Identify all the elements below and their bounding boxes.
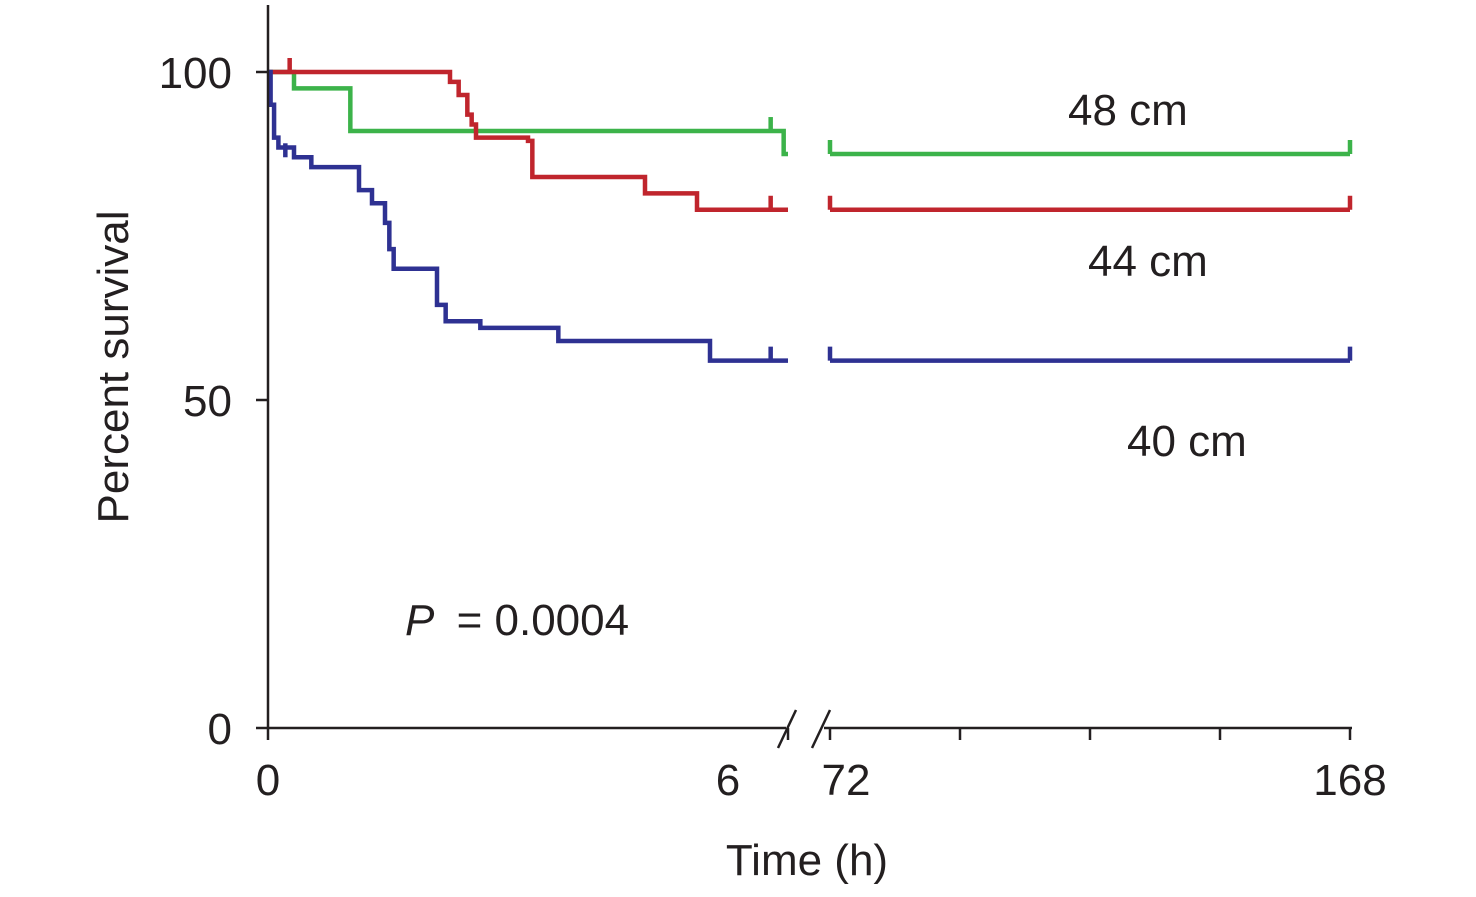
ticks-layer: 0 50 100 0 6 72 168 [159, 49, 1387, 805]
axes-layer [266, 5, 1352, 749]
x-tick-label-6: 6 [716, 756, 740, 805]
x-tick-label-72: 72 [822, 756, 871, 805]
x-axis-title: Time (h) [726, 836, 888, 885]
series-label-48cm: 48 cm [1068, 86, 1188, 135]
km-curve-44cm-early [268, 69, 788, 213]
series-layer [268, 58, 1353, 363]
km-curve-40cm-early [268, 69, 788, 363]
p-value-symbol: P [405, 596, 435, 645]
y-axis-title: Percent survival [89, 210, 138, 523]
y-tick-label-0: 0 [208, 705, 232, 754]
y-tick-label-100: 100 [159, 49, 232, 98]
series-label-40cm: 40 cm [1127, 417, 1247, 466]
x-tick-label-168: 168 [1313, 756, 1386, 805]
y-tick-label-50: 50 [183, 377, 232, 426]
axis-break-mark-2 [810, 709, 832, 749]
p-value-text: = 0.0004 [457, 596, 630, 645]
km-curve-48cm-early [268, 69, 788, 157]
x-tick-label-0: 0 [256, 756, 280, 805]
p-value-annotation: P = 0.0004 [405, 596, 629, 645]
series-label-44cm: 44 cm [1088, 237, 1208, 286]
